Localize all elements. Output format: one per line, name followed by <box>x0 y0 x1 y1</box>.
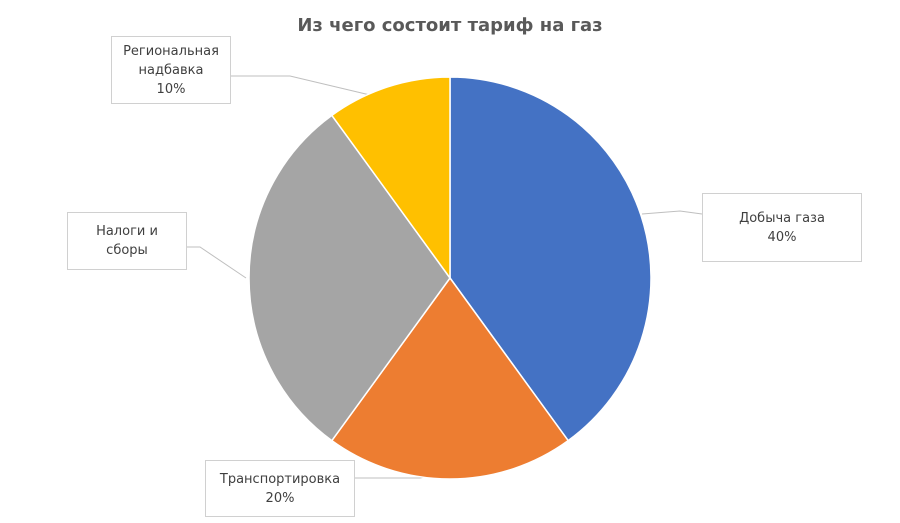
pie-slice <box>330 76 451 281</box>
data-label: Региональная надбавка 10% <box>111 36 231 104</box>
value-label: 40% <box>767 229 797 245</box>
category-label: Региональная надбавка <box>123 43 219 78</box>
chart-title: Из чего состоит тариф на газ <box>297 15 602 36</box>
leader-line <box>187 246 247 279</box>
category-label: Налоги и сборы <box>96 224 158 258</box>
data-label: Транспортировка 20% <box>205 460 355 517</box>
value-label: 20% <box>265 490 295 506</box>
category-label: Добыча газа <box>739 210 825 226</box>
pie-slice <box>330 276 570 480</box>
value-label: 10% <box>156 81 186 97</box>
pie-slice <box>248 114 451 442</box>
data-label: Налоги и сборы <box>67 212 187 270</box>
leader-line <box>641 210 703 215</box>
pie-slice <box>449 76 652 442</box>
data-label: Добыча газа 40% <box>702 193 862 262</box>
leader-line <box>231 75 371 96</box>
category-label: Транспортировка <box>219 471 341 487</box>
